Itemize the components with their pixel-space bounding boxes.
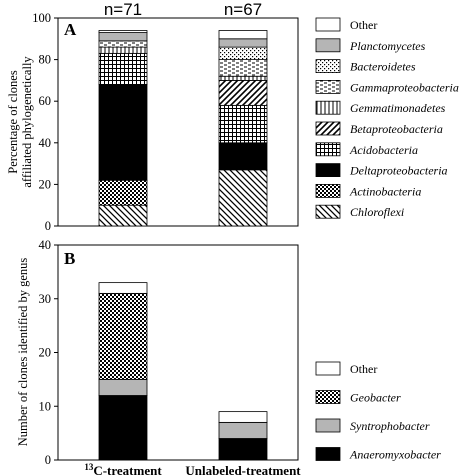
bar-segment-bacteroidetes [218,46,268,60]
legend-swatch-chloroflexi [315,204,341,219]
bar-segment-deltaproteobacteria [98,84,148,181]
bar-segment-acidobacteria [98,52,148,85]
bar-segment-chloroflexi [218,169,268,227]
y-tick-label: 20 [39,346,52,360]
legend-swatch-other [315,17,341,32]
bar-segment-syntrophobacter [218,421,268,439]
y-tick-label: 20 [39,177,52,191]
y-tick-label: 30 [39,292,52,306]
y-ticks-a: 0 20 40 60 80 100 [32,11,58,233]
legend-label-anaeromyxobacter: Anaeromyxobacter [349,448,441,462]
legend-a: Other Planctomycetes Bacteroidetes Gammapro… [315,17,459,219]
bar-segment-deltaproteobacteria [218,142,268,171]
legend-label-bacteroidetes: Bacteroidetes [350,60,416,74]
bar-segment-chloroflexi [98,204,148,227]
x-tick-label-superscript: 13 [84,462,94,472]
bar-segment-acidobacteria [218,104,268,144]
legend-label-syntrophobacter: Syntrophobacter [350,419,430,433]
legend-label-betaproteobacteria: Betaproteobacteria [350,122,443,136]
bar-segment-planctomycetes [98,32,148,42]
bar-segment-syntrophobacter [98,378,148,396]
legend-label-acidobacteria: Acidobacteria [349,143,418,157]
legend-b: Other Geobacter Syntrophobacter Anaeromyxob… [315,361,441,462]
legend-swatch-gemmatimonadetes [315,100,341,115]
bar-segment-other [98,282,148,294]
y-axis-label-b: Number of clones identified by genus [16,258,30,447]
legend-swatch-geobacter [315,390,341,404]
legend-swatch-syntrophobacter [315,418,341,433]
bar-segment-betaproteobacteria [218,80,268,106]
y-tick-label: 40 [39,136,52,150]
bar-segment-planctomycetes [218,38,268,48]
legend-label-gemmatimonadetes: Gemmatimonadetes [350,101,446,115]
bar-segment-anaeromyxobacter [218,438,268,461]
y-tick-label: 80 [39,53,52,67]
legend-swatch-actinobacteria [315,183,341,198]
legend-label-gammaproteobacteria: Gammaproteobacteria [350,80,459,94]
legend-swatch-betaproteobacteria [315,121,341,136]
sample-size-annotations: n=71 n=67 [104,0,262,19]
legend-swatch-acidobacteria [315,142,341,157]
bar-segment-gemmatimonadetes [98,46,148,54]
legend-label-other: Other [350,18,377,32]
y-ticks-b: 0 10 20 30 40 [39,238,58,467]
panel-b: B Number of clones identified by genus 0… [16,238,441,476]
legend-label-other: Other [350,362,377,376]
legend-label-deltaproteobacteria: Deltaproteobacteria [349,164,448,178]
x-tick-label-text: C-treatment [93,463,162,476]
legend-swatch-deltaproteobacteria [315,163,341,178]
legend-label-chloroflexi: Chloroflexi [350,205,404,219]
legend-swatch-gammaproteobacteria [315,80,341,94]
bars-a [98,30,268,227]
bar-segment-anaeromyxobacter [98,395,148,461]
legend-label-planctomycetes: Planctomycetes [349,39,426,53]
y-tick-label: 40 [39,238,52,252]
panel-a-frame [57,17,299,227]
legend-label-geobacter: Geobacter [350,391,401,405]
sample-size-label: n=67 [224,0,262,19]
y-tick-label: 60 [39,94,52,108]
bar-segment-geobacter [98,292,148,380]
y-tick-label: 0 [45,453,51,467]
y-tick-label: 0 [45,219,51,233]
legend-swatch-anaeromyxobacter [315,447,341,461]
panel-a-label: A [64,20,77,39]
bar-segment-other [218,411,268,423]
panel-b-label: B [64,249,75,268]
bar-segment-other [98,30,148,33]
legend-swatch-bacteroidetes [315,59,341,73]
bar-segment-other [218,30,268,40]
x-tick-label: Unlabeled-treatment [185,463,301,476]
panel-a: A Percentage of clones affiliated phylog… [6,0,459,233]
x-tick-labels: 13C-treatment Unlabeled-treatment [84,462,301,476]
y-axis-label-a-line2: affiliated phylogenetically [20,56,34,188]
y-axis-label-a-line1: Percentage of clones [6,70,20,174]
legend-swatch-other [315,361,341,376]
bar-segment-gemmatimonadetes [218,75,268,81]
sample-size-label: n=71 [104,0,142,19]
bars-b [98,282,268,461]
legend-label-actinobacteria: Actinobacteria [349,184,421,198]
bar-segment-gammaproteobacteria [218,59,268,77]
y-tick-label: 10 [39,399,52,413]
bar-segment-actinobacteria [98,179,148,206]
x-tick-label: 13C-treatment [84,462,162,476]
bar-segment-gammaproteobacteria [98,40,148,48]
y-tick-label: 100 [32,11,51,25]
legend-swatch-planctomycetes [315,38,341,53]
